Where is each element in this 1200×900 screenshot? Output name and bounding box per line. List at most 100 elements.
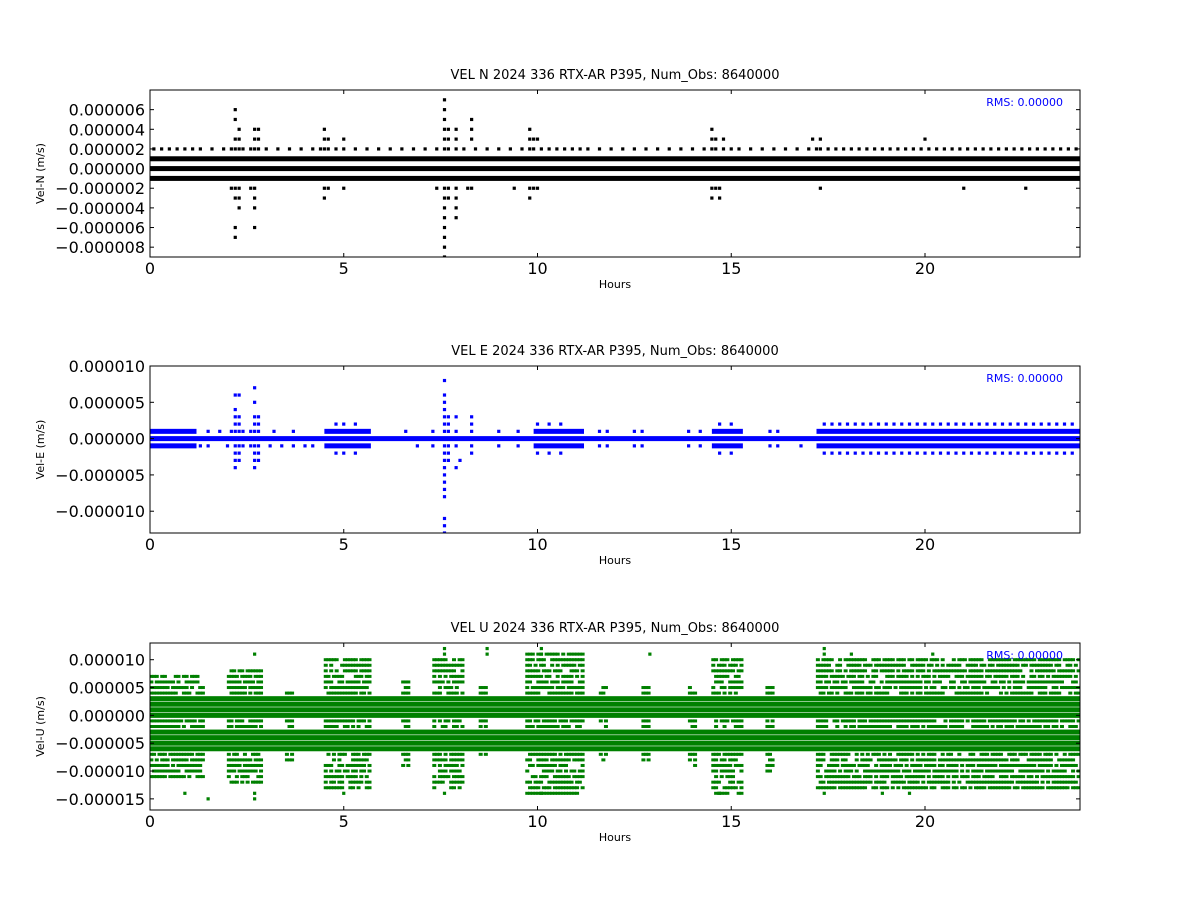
data-point [187,752,192,756]
data-point [245,669,250,673]
data-point [187,775,192,779]
data-point [256,680,261,684]
data-point [915,669,920,673]
data-point [1010,725,1015,728]
data-point [290,752,295,756]
data-point [229,429,233,433]
data-point [253,791,257,795]
data-point [1065,669,1070,673]
data-point [996,769,1001,773]
data-point [454,196,458,200]
data-point [957,758,962,762]
data-point [962,451,966,455]
data-point [442,235,447,239]
data-point [854,769,859,773]
data-point [932,719,937,723]
data-point [435,691,440,695]
data-point [1057,780,1062,784]
data-point [728,758,733,762]
data-point [821,725,826,728]
data-point [1047,422,1051,426]
data-point [1057,769,1062,773]
data-point [539,780,544,784]
data-point [1023,663,1028,667]
data-point [1029,674,1034,678]
data-point [364,680,369,684]
data-point [940,686,945,690]
data-point [351,763,356,767]
data-point [187,680,192,684]
data-point [860,680,865,684]
data-point [815,775,820,779]
data-point [226,719,231,723]
data-point [711,658,716,662]
data-point [982,763,987,767]
data-point [882,669,887,673]
data-point [718,186,722,190]
data-point [710,147,714,151]
data-point [566,791,571,795]
data-point [345,691,350,695]
data-point [1076,775,1080,779]
data-point [1037,752,1042,756]
data-point [912,719,917,723]
data-point [442,117,447,122]
data-point [558,691,563,695]
data-point [256,451,261,455]
data-point [541,663,546,667]
data-point [1043,719,1048,723]
data-point [1040,769,1045,773]
data-point [435,780,440,784]
data-point [815,725,820,728]
data-point [198,758,203,762]
data-point [1062,658,1067,662]
data-point [1062,758,1067,762]
x-tick-label: 5 [339,259,349,278]
data-point [229,680,234,684]
data-point [442,415,447,419]
data-point [528,663,533,667]
data-point [890,786,895,790]
data-point [910,663,915,667]
data-point [1004,775,1009,779]
data-point [998,752,1003,756]
data-point [826,669,831,673]
data-point [818,725,823,728]
data-point [1035,775,1040,779]
data-point [901,669,906,673]
data-point [971,758,976,762]
data-point [1023,786,1028,790]
data-point [716,669,721,673]
data-point [957,686,962,690]
data-point [749,147,753,151]
data-point [832,786,837,790]
dense-band [150,746,1080,752]
data-point [1071,775,1076,779]
data-point [1018,775,1023,779]
data-point [564,663,569,667]
data-point [1010,691,1015,695]
data-point [851,786,856,790]
data-point [187,763,192,767]
data-point [192,680,197,684]
data-point [539,775,544,779]
data-point [539,725,544,728]
data-point [899,680,904,684]
data-point [838,663,843,667]
data-point [406,752,411,756]
data-point [544,669,549,673]
data-point [253,147,257,151]
data-point [253,674,258,678]
data-point [558,786,563,790]
data-point [176,758,181,762]
data-point [232,752,237,756]
data-point [449,686,454,690]
data-point [173,719,178,723]
data-point [449,786,454,790]
data-point [323,674,328,678]
data-point [818,663,823,667]
data-point [323,669,328,673]
data-point [1021,752,1026,756]
data-point [334,686,339,690]
data-point [1032,680,1037,684]
